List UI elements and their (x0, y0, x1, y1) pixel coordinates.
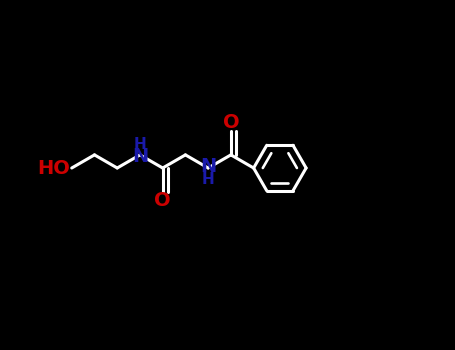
Text: N: N (132, 147, 148, 166)
Text: O: O (154, 191, 171, 210)
Text: N: N (200, 157, 216, 176)
Text: O: O (222, 113, 239, 132)
Text: HO: HO (37, 159, 70, 177)
Text: H: H (202, 172, 214, 187)
Text: H: H (134, 137, 147, 152)
